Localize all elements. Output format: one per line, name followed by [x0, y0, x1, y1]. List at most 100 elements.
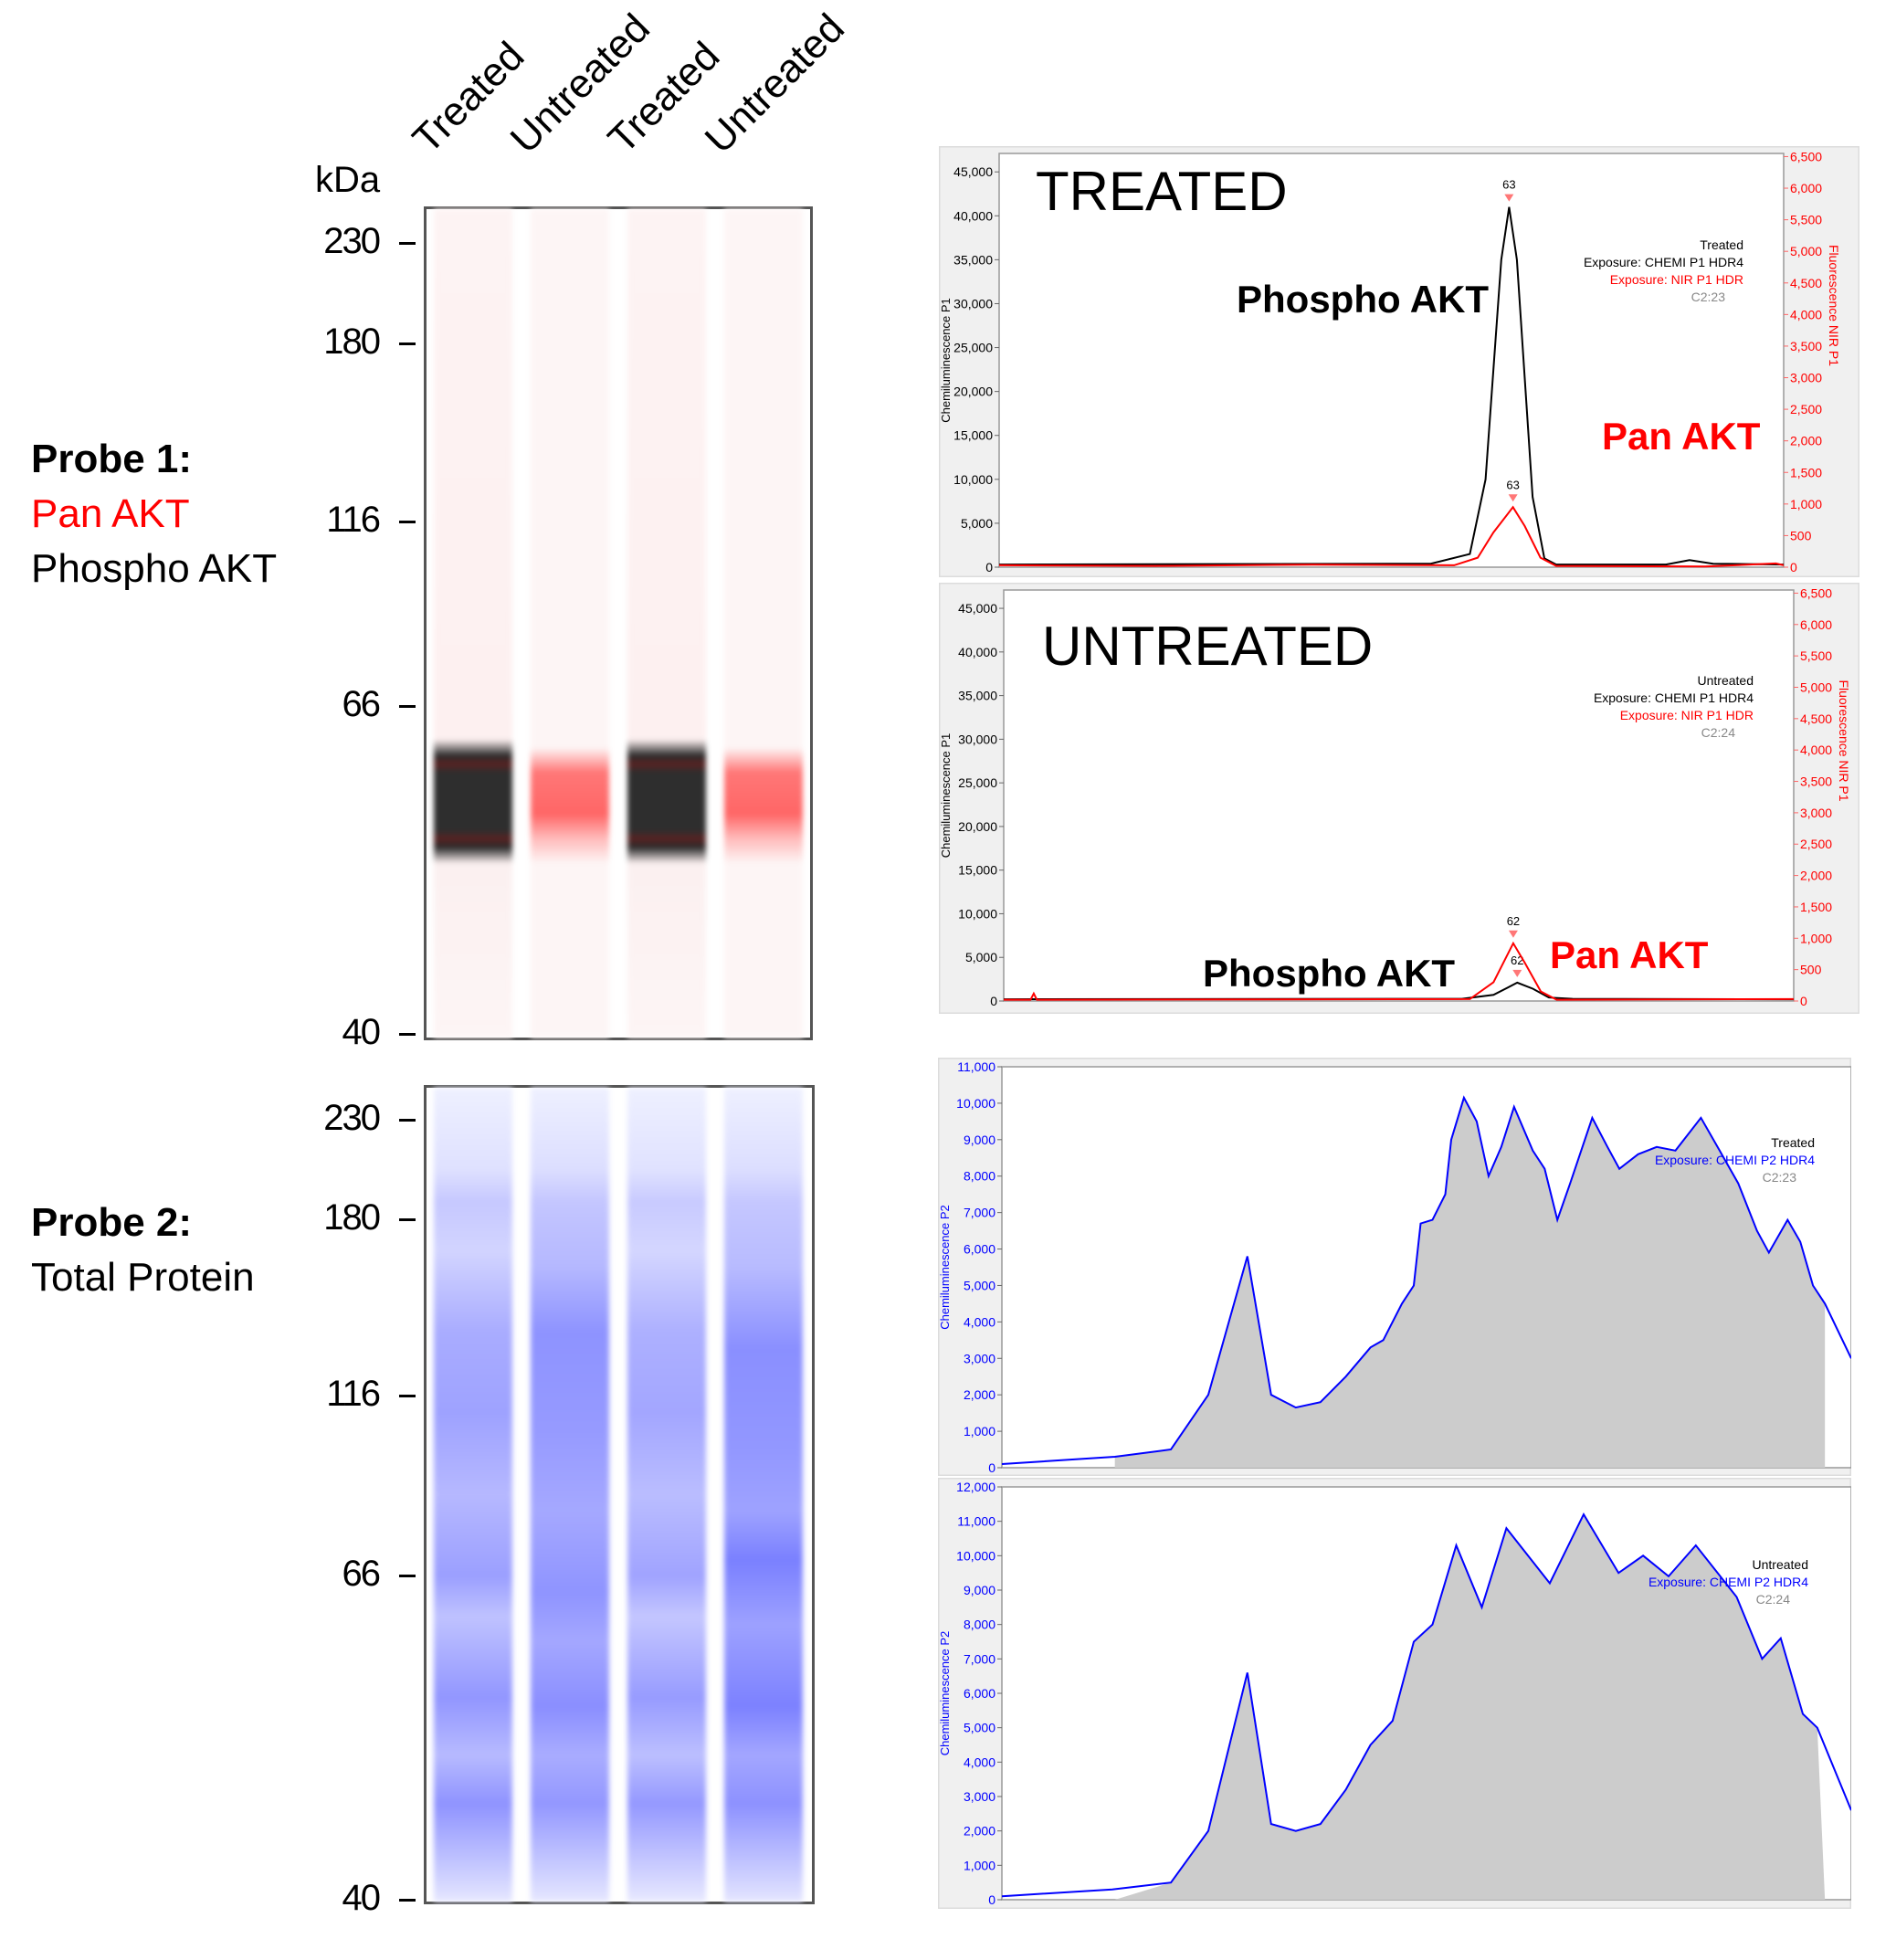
- y-tick-label: 2,000: [964, 1824, 995, 1839]
- y-tick-label: 6,000: [964, 1686, 995, 1701]
- lane-3-protein: [627, 1088, 706, 1902]
- y-right-tick-label: 500: [1800, 963, 1822, 977]
- y-tick-label: 5,000: [964, 1721, 995, 1735]
- y-right-tick-label: 4,500: [1800, 711, 1832, 726]
- probe2-title: Probe 2:: [31, 1200, 193, 1245]
- y-right-tick-label: 6,500: [1790, 149, 1822, 163]
- plot-area: [1003, 589, 1795, 1002]
- y-tick-label: 4,000: [964, 1755, 995, 1769]
- peak-label: 62: [1511, 954, 1523, 967]
- y-tick-label: 6,000: [964, 1242, 995, 1257]
- y-right-tick-label: 1,500: [1800, 900, 1832, 914]
- y-right-tick-label: 4,000: [1800, 743, 1832, 757]
- y-tick-label: 20,000: [958, 819, 997, 834]
- peak-label: 63: [1506, 478, 1519, 491]
- y-tick-label: 1,000: [964, 1424, 995, 1438]
- y-right-tick-label: 3,500: [1800, 775, 1832, 789]
- y-tick-label: 1,000: [964, 1858, 995, 1872]
- marker-180: 180: [269, 1197, 416, 1238]
- y-right-axis-title: Fluorescence NIR P1: [1837, 680, 1851, 801]
- marker-116: 116: [269, 1374, 416, 1415]
- y-right-tick-label: 500: [1790, 528, 1812, 543]
- series-area: [1114, 1097, 1826, 1468]
- y-tick-label: 20,000: [953, 385, 993, 399]
- y-tick-label: 30,000: [958, 732, 997, 746]
- plot-area: [998, 153, 1785, 568]
- lane-label-4: Untreated: [696, 5, 853, 163]
- y-tick-label: 25,000: [958, 775, 997, 790]
- y-tick-label: 10,000: [956, 1096, 995, 1111]
- chart-treated-p2: 0 1,000 2,000 3,000 4,000 5,000 6,000 7,000 8,00…: [938, 1058, 1851, 1476]
- probe1-phospho-akt: Phospho AKT: [31, 546, 278, 591]
- y-right-tick-label: 5,000: [1790, 244, 1822, 258]
- y-right-tick-label: 5,500: [1800, 648, 1832, 663]
- peak-label: 63: [1502, 178, 1515, 192]
- y-tick-label: 30,000: [953, 296, 993, 311]
- marker-230: 230: [269, 1098, 416, 1139]
- y-tick-label: 45,000: [958, 601, 997, 616]
- y-tick-label: 35,000: [953, 252, 993, 267]
- legend-entry: Exposure: CHEMI P2 HDR4: [1648, 1575, 1808, 1589]
- y-tick-label: 15,000: [958, 863, 997, 878]
- y-tick-label: 8,000: [964, 1618, 995, 1632]
- legend-entry: Untreated: [1753, 1557, 1808, 1572]
- legend-entry: C2:24: [1756, 1592, 1791, 1607]
- chart-treated-p1: 0 5,000 10,000 15,000 20,000 25,000 30,000 35,0…: [939, 146, 1859, 577]
- peak-marker: [1508, 494, 1518, 502]
- annotation: Pan AKT: [1602, 415, 1761, 458]
- legend-entry: Exposure: CHEMI P1 HDR4: [1594, 690, 1754, 705]
- y-right-tick-label: 2,000: [1800, 869, 1832, 883]
- series-line-0: [1001, 1095, 1851, 1465]
- probe1-title: Probe 1:: [31, 437, 193, 481]
- annotation: Pan AKT: [1550, 933, 1709, 976]
- annotation: Phospho AKT: [1237, 278, 1489, 321]
- series-line-0: [1001, 1512, 1851, 1898]
- y-tick-label: 9,000: [964, 1133, 995, 1147]
- y-tick-label: 35,000: [958, 689, 997, 703]
- y-tick-label: 45,000: [953, 164, 993, 179]
- y-tick-label: 10,000: [953, 472, 993, 487]
- y-tick-label: 0: [988, 1460, 995, 1475]
- y-tick-label: 3,000: [964, 1351, 995, 1365]
- marker-40: 40: [269, 1878, 416, 1919]
- y-tick-label: 10,000: [956, 1548, 995, 1563]
- legend-entry: Treated: [1700, 237, 1743, 252]
- legend-entry: Exposure: NIR P1 HDR: [1620, 708, 1754, 722]
- peak-marker: [1512, 969, 1522, 977]
- peak-label: 62: [1507, 914, 1520, 928]
- probe2-total-protein: Total Protein: [31, 1255, 255, 1300]
- y-right-tick-label: 5,000: [1800, 680, 1832, 694]
- series-line-1: [1004, 941, 1795, 1001]
- lane-1-band: [434, 209, 512, 1038]
- y-right-axis-title: Fluorescence NIR P1: [1827, 245, 1841, 366]
- y-axis-title: Chemiluminescence P1: [939, 298, 953, 423]
- lane-1-protein: [434, 1088, 512, 1902]
- y-right-tick-label: 3,000: [1800, 806, 1832, 820]
- y-right-tick-label: 6,000: [1800, 617, 1832, 632]
- y-axis-title: Chemiluminescence P2: [938, 1631, 952, 1756]
- y-right-tick-label: 4,500: [1790, 276, 1822, 290]
- chart-untreated-p1: 0 5,000 10,000 15,000 20,000 25,000 30,000 35,0…: [939, 583, 1859, 1014]
- y-right-tick-label: 1,500: [1790, 465, 1822, 479]
- kda-label: kDa: [315, 160, 381, 200]
- y-right-tick-label: 3,000: [1790, 371, 1822, 385]
- lane-2-band: [531, 209, 609, 1038]
- y-right-tick-label: 0: [1800, 994, 1807, 1008]
- y-tick-label: 5,000: [964, 1278, 995, 1292]
- legend-entry: Exposure: CHEMI P1 HDR4: [1584, 255, 1743, 269]
- y-right-tick-label: 3,500: [1790, 339, 1822, 353]
- legend-entry: C2:23: [1763, 1170, 1797, 1185]
- legend-entry: Exposure: CHEMI P2 HDR4: [1655, 1153, 1815, 1167]
- y-tick-label: 2,000: [964, 1387, 995, 1402]
- legend-entry: C2:23: [1691, 290, 1726, 304]
- y-right-tick-label: 2,000: [1790, 434, 1822, 448]
- y-tick-label: 3,000: [964, 1789, 995, 1804]
- y-tick-label: 0: [988, 1892, 995, 1907]
- marker-66: 66: [269, 1554, 416, 1595]
- y-right-tick-label: 0: [1790, 560, 1797, 574]
- y-tick-label: 12,000: [956, 1480, 995, 1494]
- y-tick-label: 25,000: [953, 341, 993, 355]
- series-line-0: [998, 206, 1785, 566]
- y-tick-label: 7,000: [964, 1651, 995, 1666]
